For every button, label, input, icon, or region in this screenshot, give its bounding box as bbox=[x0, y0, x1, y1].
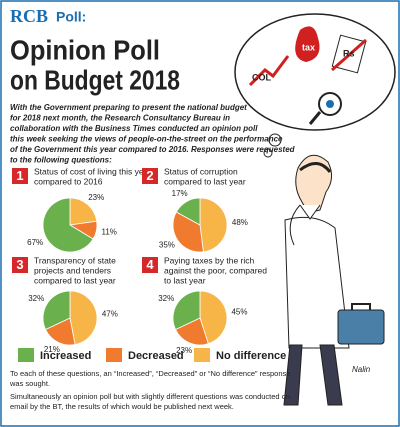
pie-slice bbox=[199, 290, 228, 345]
legend-swatch bbox=[194, 348, 210, 362]
number: 3 bbox=[16, 257, 23, 272]
value-label: 45% bbox=[231, 307, 247, 316]
pie-slice bbox=[172, 211, 204, 253]
chart-title: compared to last year bbox=[164, 176, 246, 186]
pie-slice bbox=[42, 290, 71, 331]
chart-title: compared to last year bbox=[34, 275, 116, 285]
footer-text: was sought. bbox=[9, 379, 50, 388]
number-badge bbox=[142, 257, 158, 273]
pie-slice bbox=[69, 197, 98, 226]
footer-text: To each of these questions, an “Increase… bbox=[10, 369, 290, 378]
footer-text: email by the BT, the results of which wo… bbox=[10, 402, 234, 411]
legend-label: Decreased bbox=[128, 350, 184, 362]
chart-title: Transparency of state bbox=[34, 255, 116, 265]
cartoon bbox=[234, 13, 396, 406]
intro-text: to the following questions: bbox=[10, 156, 112, 165]
value-label: 35% bbox=[159, 240, 175, 249]
pie-slice bbox=[175, 197, 201, 226]
value-label: 21% bbox=[44, 345, 60, 354]
value-label: 17% bbox=[172, 189, 188, 198]
title: on Budget 2018 bbox=[10, 64, 180, 95]
intro-text: for 2018 next month, the Research Consul… bbox=[10, 114, 230, 123]
legend-swatch bbox=[18, 348, 34, 362]
pie-slice bbox=[172, 290, 201, 331]
logo: RCB bbox=[10, 6, 48, 26]
pie-slice bbox=[175, 317, 209, 346]
legend-swatch bbox=[106, 348, 122, 362]
icon-label: Rs bbox=[343, 48, 355, 58]
signature: Nalin bbox=[352, 365, 371, 374]
icon-label: tax bbox=[302, 42, 315, 52]
number-badge bbox=[142, 168, 158, 184]
intro-text: of the Government this year compared to … bbox=[10, 145, 296, 154]
chart-title: Status of corruption bbox=[164, 166, 238, 176]
poll-label: Poll: bbox=[56, 9, 86, 25]
number-badge bbox=[12, 168, 28, 184]
footer-text: Simultaneously an opinion poll but with … bbox=[10, 392, 290, 401]
value-label: 48% bbox=[232, 218, 248, 227]
title: Opinion Poll bbox=[10, 34, 160, 65]
chart-title: to last year bbox=[164, 275, 206, 285]
number: 2 bbox=[146, 168, 153, 183]
pie-slice bbox=[69, 290, 98, 345]
legend-label: Increased bbox=[40, 350, 91, 362]
value-label: 32% bbox=[158, 294, 174, 303]
chart-title: against the poor, compared bbox=[164, 265, 267, 275]
intro-text: With the Government preparing to present… bbox=[10, 103, 247, 112]
value-label: 23% bbox=[176, 346, 192, 355]
value-label: 23% bbox=[88, 193, 104, 202]
pie-slice bbox=[45, 317, 76, 346]
number: 4 bbox=[146, 257, 154, 272]
legend-label: No difference bbox=[216, 350, 286, 362]
value-label: 11% bbox=[101, 227, 116, 236]
intro-text: collaboration with the Business Times co… bbox=[10, 124, 258, 133]
chart-title: projects and tenders bbox=[34, 265, 111, 275]
value-label: 47% bbox=[102, 310, 118, 319]
chart-title: Paying taxes by the rich bbox=[164, 255, 255, 265]
value-label: 67% bbox=[27, 238, 43, 247]
number: 1 bbox=[16, 168, 23, 183]
icon-label: COL bbox=[252, 72, 272, 82]
chart-title: compared to 2016 bbox=[34, 176, 103, 186]
number-badge bbox=[12, 257, 28, 273]
chart-title: Status of cost of living this year bbox=[34, 166, 151, 176]
intro-text: this week seeking the views of people-on… bbox=[10, 135, 283, 144]
pie-slice bbox=[42, 197, 94, 253]
pie-slice bbox=[199, 197, 228, 253]
value-label: 32% bbox=[28, 294, 44, 303]
